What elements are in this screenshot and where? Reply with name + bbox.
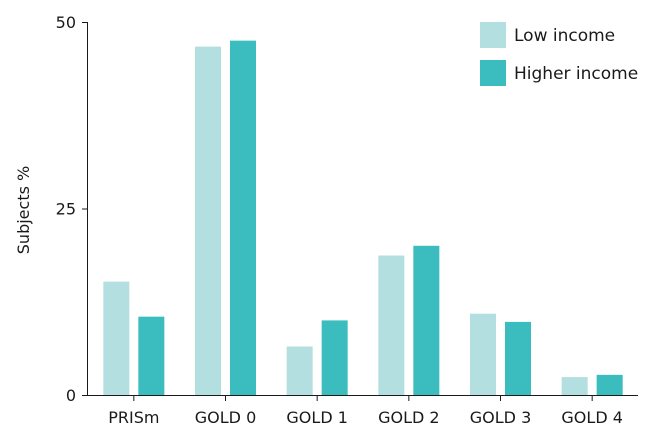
bar-higher-income-prism [138, 316, 165, 395]
legend: Low income Higher income [480, 22, 638, 86]
bar-low-income-gold-4 [561, 377, 588, 395]
x-tick-label: GOLD 0 [195, 408, 257, 427]
bar-higher-income-gold-2 [413, 245, 440, 395]
legend-label: Low income [514, 26, 615, 46]
y-tick-label: 0 [66, 386, 76, 405]
x-tick-label: GOLD 2 [378, 408, 440, 427]
x-tick-label: PRISm [108, 408, 159, 427]
bar-higher-income-gold-3 [505, 321, 531, 395]
y-tick-label: 25 [56, 200, 76, 219]
y-axis-title: Subjects % [14, 166, 33, 254]
bar-low-income-gold-0 [195, 46, 221, 395]
x-axis-labels: PRISm GOLD 0 GOLD 1 GOLD 2 GOLD 3 GOLD 4 [108, 395, 623, 427]
x-tick-label: GOLD 4 [561, 408, 623, 427]
bar-low-income-gold-1 [286, 346, 313, 395]
y-axis-ticks: 0 25 50 [56, 13, 88, 405]
legend-swatch [480, 60, 506, 86]
legend-label: Higher income [514, 64, 638, 84]
bar-low-income-gold-2 [378, 255, 405, 395]
bar-higher-income-gold-0 [230, 40, 256, 396]
bar-higher-income-gold-4 [596, 374, 623, 395]
bar-higher-income-gold-1 [321, 320, 348, 395]
bar-low-income-gold-3 [470, 313, 496, 395]
legend-swatch [480, 22, 506, 48]
x-tick-label: GOLD 3 [470, 408, 532, 427]
y-tick-label: 50 [56, 13, 76, 32]
x-tick-label: GOLD 1 [286, 408, 348, 427]
bar-low-income-prism [103, 281, 130, 395]
bars [103, 40, 623, 396]
